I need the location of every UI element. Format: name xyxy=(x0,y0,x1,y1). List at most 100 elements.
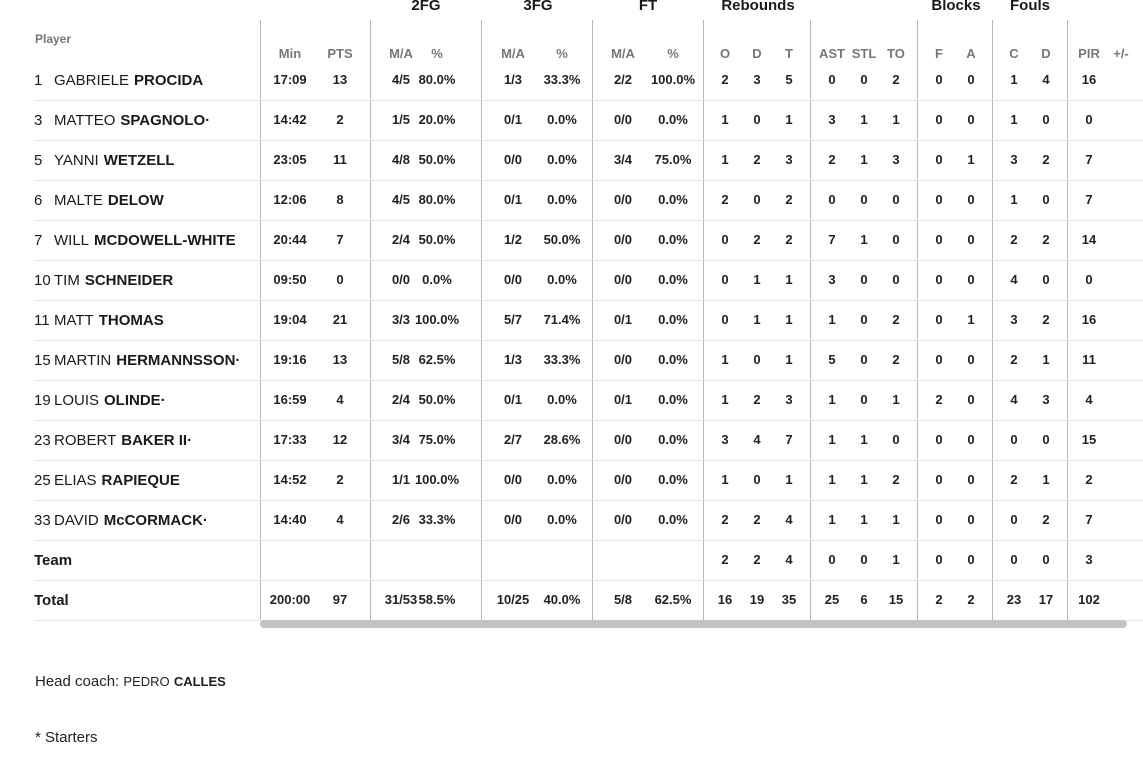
stat-cell: 0.0% xyxy=(547,272,577,287)
stat-cell: 1 xyxy=(721,472,729,487)
player-row[interactable]: 25 ELIAS RAPIEQUE xyxy=(34,460,260,501)
stat-cell: 1 xyxy=(828,312,836,327)
stat-cell: 0 xyxy=(1042,552,1050,567)
stat-cell: 20.0% xyxy=(418,112,456,127)
player-row[interactable]: 7 WILL MCDOWELL-WHITE xyxy=(34,220,260,261)
player-row[interactable]: 23 ROBERT BAKER II· xyxy=(34,420,260,461)
stat-cell: 0.0% xyxy=(547,512,577,527)
stat-cell: 0 xyxy=(935,232,943,247)
stat-cell: 0 xyxy=(1042,272,1050,287)
stat-cell: 0 xyxy=(828,192,836,207)
stat-cell: 71.4% xyxy=(543,312,581,327)
player-first-name: LOUIS xyxy=(54,391,100,409)
stat-cell: 0/0 xyxy=(613,192,633,207)
stat-cell xyxy=(1093,140,1143,180)
stat-cell: 1 xyxy=(892,552,900,567)
stat-cell: 28.6% xyxy=(543,432,581,447)
player-row[interactable]: 33 DAVID McCORMACK· xyxy=(34,500,260,541)
stat-cell: 0 xyxy=(860,272,868,287)
stat-cell: 09:50 xyxy=(273,272,307,287)
stat-cell: 0 xyxy=(753,472,761,487)
column-header: C xyxy=(1009,46,1019,61)
stat-cell: 0.0% xyxy=(547,472,577,487)
stat-cell: 200:00 xyxy=(269,592,311,607)
stat-cell: 5/7 xyxy=(503,312,523,327)
player-first-name: ELIAS xyxy=(54,471,97,489)
stat-cell: 2 xyxy=(967,592,975,607)
stat-cell: 33.3% xyxy=(543,352,581,367)
stat-cell: 3 xyxy=(753,72,761,87)
player-row[interactable]: 10 TIM SCHNEIDER xyxy=(34,260,260,301)
stat-cell: 0 xyxy=(892,232,900,247)
player-row[interactable]: 15 MARTIN HERMANNSSON· xyxy=(34,340,260,381)
stat-cell: 2 xyxy=(1010,232,1018,247)
stat-cell: 2 xyxy=(721,512,729,527)
player-first-name: DAVID xyxy=(54,511,99,529)
column-header: D xyxy=(1041,46,1051,61)
stat-cell xyxy=(1093,60,1143,100)
stat-cell: 4 xyxy=(1010,272,1018,287)
player-last-name: McCORMACK· xyxy=(103,511,208,529)
column-header: M/A xyxy=(611,46,635,61)
column-header: +/- xyxy=(1113,46,1129,61)
stat-cell: 0 xyxy=(1010,432,1018,447)
stat-cell: 2 xyxy=(721,72,729,87)
player-row[interactable]: 11 MATT THOMAS xyxy=(34,300,260,341)
stat-cell: 0.0% xyxy=(658,112,688,127)
column-header: TO xyxy=(887,46,905,61)
stat-cell: 3 xyxy=(828,112,836,127)
stat-cell: 1 xyxy=(721,152,729,167)
player-row[interactable]: 19 LOUIS OLINDE· xyxy=(34,380,260,421)
stat-cell: 102 xyxy=(1078,592,1100,607)
player-last-name: THOMAS xyxy=(98,311,164,329)
column-header: % xyxy=(431,46,443,61)
stat-cell: 2 xyxy=(753,152,761,167)
stat-cell: 13 xyxy=(332,352,348,367)
stat-cell: 4 xyxy=(1010,392,1018,407)
stat-cell xyxy=(1093,420,1143,460)
stat-cell: 0 xyxy=(1042,112,1050,127)
stat-cell: 25 xyxy=(824,592,840,607)
stat-cell: 0 xyxy=(1010,552,1018,567)
stat-cell: 1/2 xyxy=(503,232,523,247)
stat-row: 09:50 0 0/0 0.0% 0/0 0.0% 0/0 0.0% 0 1 1 3 0 0 0 0 4 0 0 xyxy=(260,260,1143,301)
stat-cell: 0 xyxy=(935,272,943,287)
horizontal-scrollbar[interactable] xyxy=(260,620,1127,628)
stat-cell: 0 xyxy=(935,112,943,127)
player-last-name: BAKER II· xyxy=(121,431,193,449)
stat-cell: 0/0 xyxy=(503,272,523,287)
stat-cell: 0.0% xyxy=(658,352,688,367)
stat-cell: 0/0 xyxy=(613,272,633,287)
group-header: Fouls xyxy=(1010,0,1050,14)
column-header: M/A xyxy=(501,46,525,61)
stat-cell: 19 xyxy=(749,592,765,607)
stat-cell: 2 xyxy=(721,192,729,207)
player-row[interactable]: 6 MALTE DELOW xyxy=(34,180,260,221)
stat-row: 23:05 11 4/8 50.0% 0/0 0.0% 3/4 75.0% 1 2 3 2 1 3 0 1 3 2… xyxy=(260,140,1143,181)
stat-cell: 0/0 xyxy=(503,472,523,487)
stat-cell: 17:09 xyxy=(273,72,307,87)
stat-cell: 0 xyxy=(935,312,943,327)
player-first-name: WILL xyxy=(54,231,90,249)
stat-cell: 0 xyxy=(860,552,868,567)
player-row[interactable]: 3 MATTEO SPAGNOLO· xyxy=(34,100,260,141)
starters-footnote: * Starters xyxy=(35,729,98,746)
player-first-name: MARTIN xyxy=(54,351,112,369)
column-header: O xyxy=(719,46,731,61)
player-row[interactable]: 5 YANNI WETZELL xyxy=(34,140,260,181)
stat-cell: 11 xyxy=(1082,352,1096,367)
stat-cell: 0 xyxy=(892,432,900,447)
stat-cell: 13 xyxy=(332,72,348,87)
player-row[interactable]: 1 GABRIELE PROCIDA xyxy=(34,60,260,101)
stat-cell: 0/0 xyxy=(613,112,633,127)
stat-cell: 0 xyxy=(967,432,975,447)
stat-cell: 0 xyxy=(753,112,761,127)
stat-cell: 0 xyxy=(860,312,868,327)
stat-cell: 2 xyxy=(1042,232,1050,247)
stat-cell: 2 xyxy=(753,392,761,407)
column-divider xyxy=(810,20,811,620)
stat-cell: 2 xyxy=(1042,512,1050,527)
player-first-name: YANNI xyxy=(54,151,99,169)
stat-cell: 4/5 xyxy=(391,72,411,87)
stat-cell: 0 xyxy=(860,72,868,87)
